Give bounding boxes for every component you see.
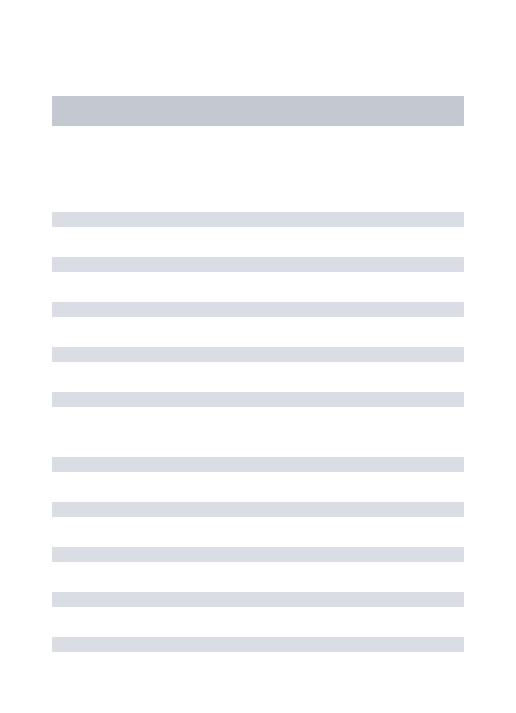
skeleton-line bbox=[52, 347, 464, 362]
skeleton-line bbox=[52, 502, 464, 517]
skeleton-container bbox=[0, 0, 516, 652]
skeleton-line bbox=[52, 637, 464, 652]
skeleton-line bbox=[52, 302, 464, 317]
skeleton-line bbox=[52, 457, 464, 472]
skeleton-line bbox=[52, 257, 464, 272]
skeleton-line bbox=[52, 392, 464, 407]
skeleton-group bbox=[52, 212, 464, 407]
skeleton-group bbox=[52, 457, 464, 652]
skeleton-line bbox=[52, 212, 464, 227]
skeleton-line bbox=[52, 592, 464, 607]
skeleton-title-bar bbox=[52, 96, 464, 126]
skeleton-line bbox=[52, 547, 464, 562]
skeleton-groups bbox=[52, 212, 464, 652]
